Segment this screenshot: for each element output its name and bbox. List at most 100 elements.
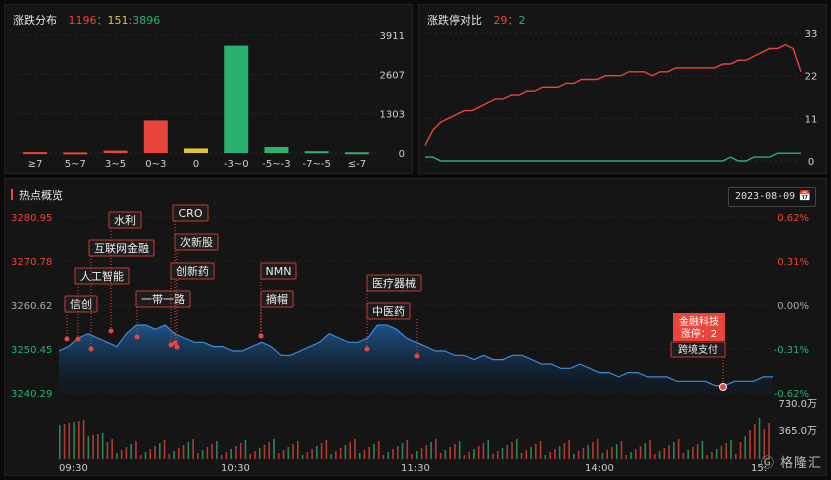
volume-bar bbox=[444, 450, 447, 459]
volume-max-label: 730.0万 bbox=[778, 399, 817, 410]
volume-bar bbox=[154, 446, 156, 459]
volume-bar bbox=[225, 452, 228, 459]
x-tick-label: -3~0 bbox=[224, 159, 249, 170]
annotation-dot bbox=[258, 333, 264, 339]
volume-bar bbox=[197, 453, 199, 459]
volume-bar bbox=[739, 442, 742, 459]
volume-bar bbox=[287, 447, 290, 459]
volume-bar bbox=[235, 446, 237, 459]
volume-bar bbox=[720, 446, 723, 459]
volume-bar bbox=[230, 449, 232, 459]
volume-bar bbox=[135, 441, 137, 459]
volume-bar bbox=[715, 449, 718, 459]
volume-bar bbox=[268, 442, 271, 459]
volume-bar bbox=[554, 449, 556, 459]
calendar-icon[interactable]: 📅 bbox=[798, 191, 811, 202]
x-tick-label: 3~5 bbox=[105, 159, 126, 170]
volume-bar bbox=[292, 444, 294, 459]
hot-overview-panel: 热点概览 2023-08-09 📅 3280.95 0.62% 3270.78 0.3… bbox=[4, 178, 827, 476]
bar bbox=[304, 151, 329, 154]
sep-1: ： bbox=[96, 14, 108, 27]
volume-bar bbox=[463, 455, 466, 459]
volume-bar bbox=[130, 444, 132, 459]
volume-bar bbox=[163, 440, 166, 459]
hot-overview-chart: 3280.95 0.62% 3270.78 0.31% 3260.62 0.00% 3250… bbox=[11, 204, 817, 474]
volume-bar bbox=[587, 445, 589, 459]
volume-bar bbox=[363, 450, 366, 459]
down-count: 3896 bbox=[132, 14, 161, 27]
x-tick-label: 0 bbox=[193, 159, 199, 170]
volume-bar bbox=[282, 450, 285, 459]
sep-2: : bbox=[128, 14, 133, 27]
limit-ratio-chart: 33 22 11 0 bbox=[424, 29, 818, 168]
annotation-label: 一带一路 bbox=[141, 293, 185, 306]
x-tick-label: 5~7 bbox=[65, 159, 86, 170]
volume-bar bbox=[658, 451, 661, 459]
volume-bar bbox=[139, 455, 142, 459]
volume-bar bbox=[663, 448, 666, 459]
volume-bar bbox=[201, 450, 204, 459]
annotation-dot bbox=[172, 340, 178, 346]
volume-bar bbox=[701, 441, 704, 459]
volume-bar bbox=[558, 446, 561, 459]
volume-bar bbox=[501, 448, 504, 459]
volume-bar bbox=[78, 421, 80, 459]
volume-bar bbox=[473, 449, 475, 459]
annotation-dot bbox=[108, 328, 114, 334]
annotation-box bbox=[64, 295, 98, 313]
y-tick-label: 11 bbox=[805, 114, 818, 125]
volume-bar bbox=[420, 448, 423, 459]
watermark: Ⓖ 格隆汇 bbox=[761, 452, 822, 471]
volume-bar bbox=[144, 452, 147, 459]
annotation-label: 中医药 bbox=[372, 305, 405, 318]
volume-bar bbox=[753, 424, 756, 459]
volume-bar bbox=[206, 447, 209, 459]
volume-bar bbox=[59, 425, 61, 459]
volume-bar bbox=[749, 430, 751, 459]
volume-bar bbox=[406, 440, 409, 459]
flat-count: 151 bbox=[107, 14, 129, 27]
volume-bar bbox=[396, 446, 399, 459]
volume-bar bbox=[335, 451, 337, 459]
y-tick-label: 3911 bbox=[380, 31, 405, 42]
volume-bar bbox=[168, 454, 171, 459]
volume-bar bbox=[634, 449, 637, 459]
volume-bar bbox=[649, 440, 651, 459]
volume-bar bbox=[539, 441, 542, 459]
volume-bar bbox=[592, 442, 594, 459]
volume-bar bbox=[763, 429, 766, 459]
annotation-box bbox=[366, 274, 422, 292]
volume-bar bbox=[711, 452, 713, 459]
volume-bar bbox=[263, 445, 266, 459]
x-tick-label: ≥7 bbox=[28, 159, 43, 170]
volume-bar bbox=[487, 440, 489, 459]
y-tick-label: 0 bbox=[808, 157, 814, 168]
up-count: 1196 bbox=[68, 14, 97, 27]
title-accent bbox=[11, 189, 13, 200]
volume-bar bbox=[392, 449, 394, 459]
date-picker[interactable]: 2023-08-09 📅 bbox=[728, 187, 816, 207]
volume-bar bbox=[730, 440, 732, 459]
annotation-dot bbox=[88, 346, 94, 352]
volume-bar bbox=[125, 447, 128, 459]
volume-bar bbox=[454, 444, 456, 459]
volume-bar bbox=[344, 445, 347, 459]
volume-bar bbox=[87, 436, 90, 459]
volume-bar bbox=[673, 442, 675, 459]
volume-bar bbox=[273, 439, 275, 459]
volume-bar bbox=[615, 444, 618, 459]
volume-bar bbox=[239, 443, 242, 459]
bar bbox=[264, 146, 289, 153]
volume-bar bbox=[506, 445, 509, 459]
annotation-label: 次新股 bbox=[180, 235, 213, 249]
volume-mid-label: 365.0万 bbox=[778, 426, 817, 437]
annotation-dot bbox=[414, 353, 420, 359]
volume-bar bbox=[606, 450, 608, 459]
volume-bar bbox=[630, 452, 632, 459]
y-tick-label: 1303 bbox=[380, 110, 405, 121]
hot-overview-title: 热点概览 bbox=[19, 189, 63, 202]
volume-bar bbox=[258, 448, 261, 459]
volume-bar bbox=[668, 445, 670, 459]
volume-bar bbox=[73, 422, 75, 459]
x-tick-label: 11:30 bbox=[401, 463, 430, 474]
